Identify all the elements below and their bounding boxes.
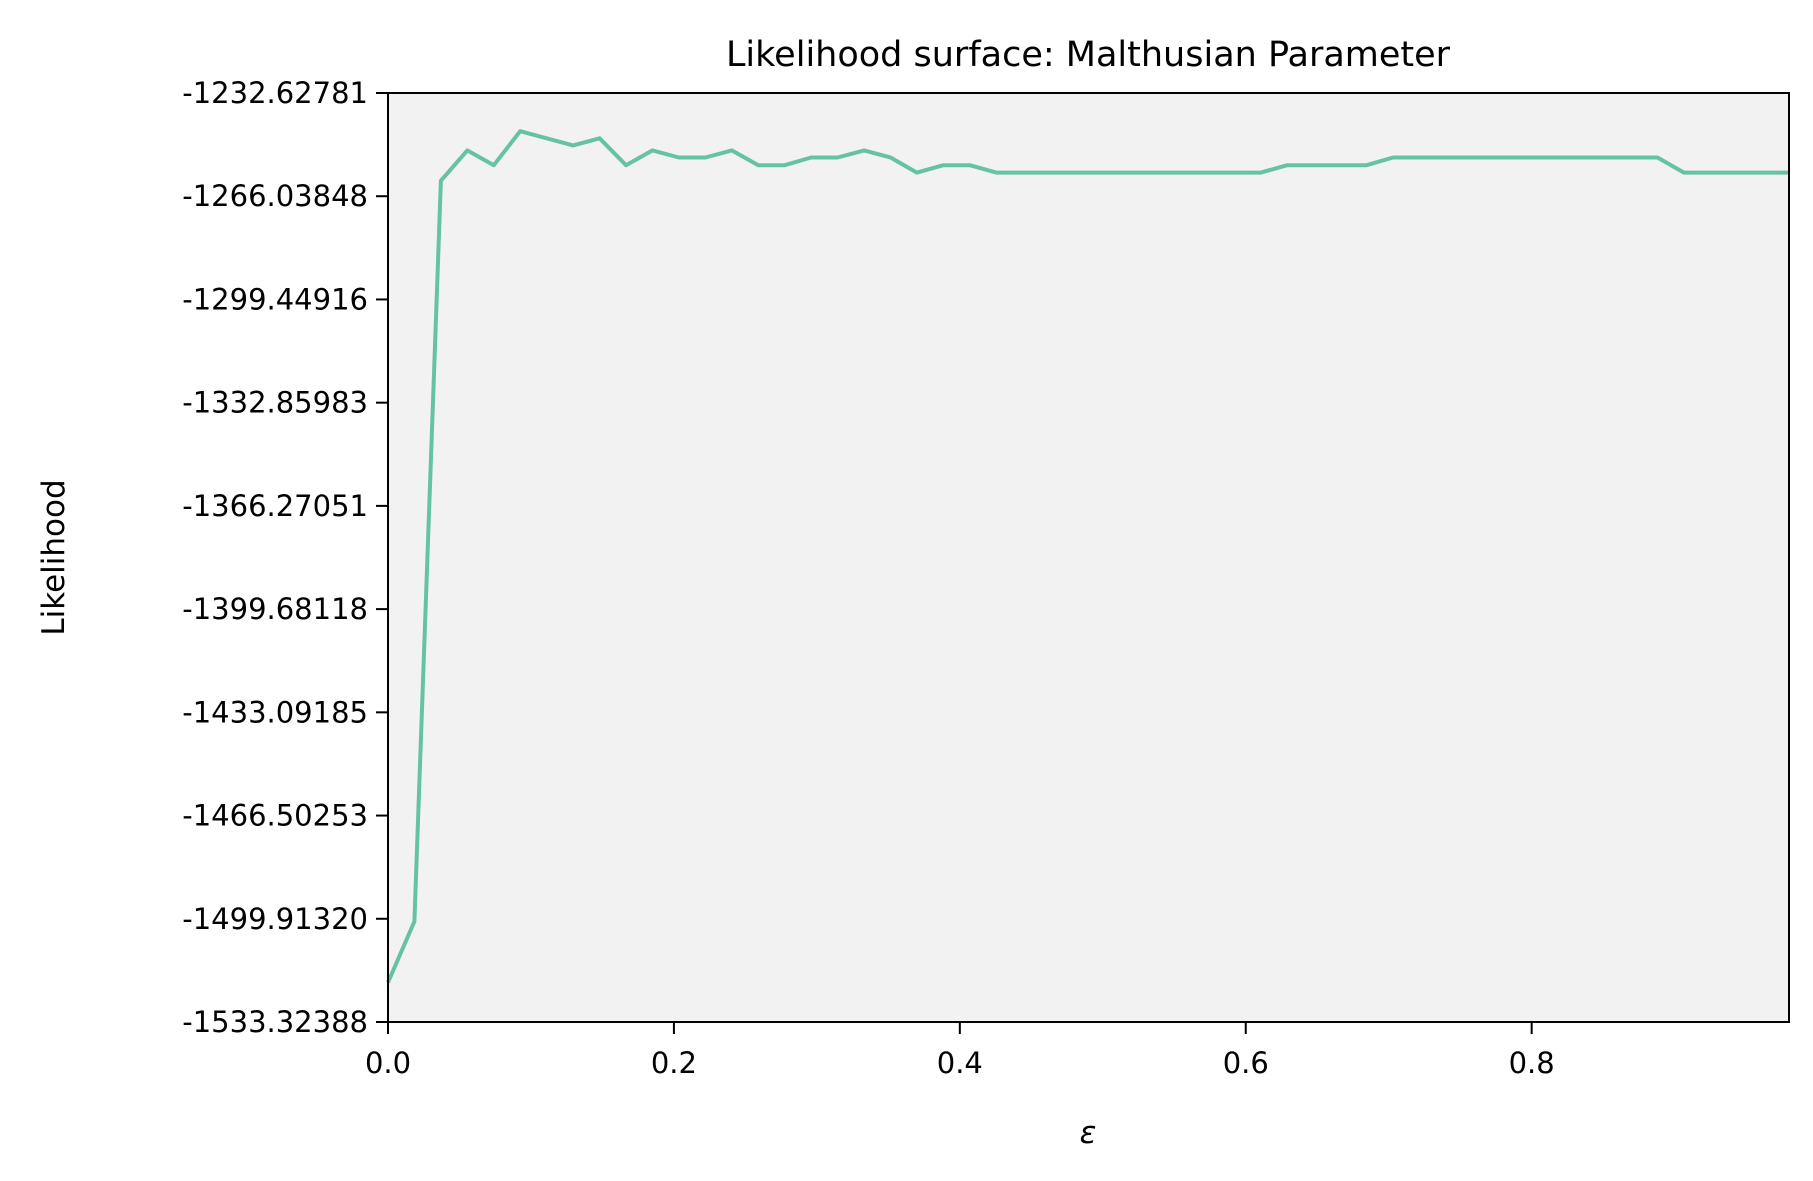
- y-tick-label: -1399.68118: [182, 592, 368, 626]
- y-tick-label: -1433.09185: [182, 695, 368, 729]
- y-tick-label: -1332.85983: [182, 386, 368, 420]
- plot-background: [388, 93, 1789, 1022]
- y-tick-label: -1266.03848: [182, 179, 368, 213]
- y-tick-label: -1232.62781: [182, 76, 368, 110]
- x-tick-label: 0.6: [1223, 1046, 1269, 1080]
- y-tick-label: -1533.32388: [182, 1005, 368, 1039]
- plot-frame: [387, 92, 1790, 1023]
- y-tick-label: -1499.91320: [182, 902, 368, 936]
- y-axis: -1533.32388 -1499.91320 -1466.50253 -1433.0…: [182, 76, 388, 1039]
- x-axis-label: ε: [1080, 1115, 1097, 1151]
- y-axis-label: Likelihood: [36, 479, 72, 635]
- x-tick-label: 0.8: [1509, 1046, 1555, 1080]
- likelihood-series-line: [386, 129, 1789, 984]
- y-tick-label: -1366.27051: [182, 489, 368, 523]
- y-tick-label: -1299.44916: [182, 282, 368, 316]
- x-tick-label: 0.4: [937, 1046, 983, 1080]
- x-tick-label: 0.0: [365, 1046, 411, 1080]
- x-axis: 0.0 0.2 0.4 0.6 0.8: [365, 1022, 1555, 1080]
- y-tick-label: -1466.50253: [182, 799, 368, 833]
- x-tick-label: 0.2: [651, 1046, 697, 1080]
- chart-title: Likelihood surface: Malthusian Parameter: [726, 35, 1451, 75]
